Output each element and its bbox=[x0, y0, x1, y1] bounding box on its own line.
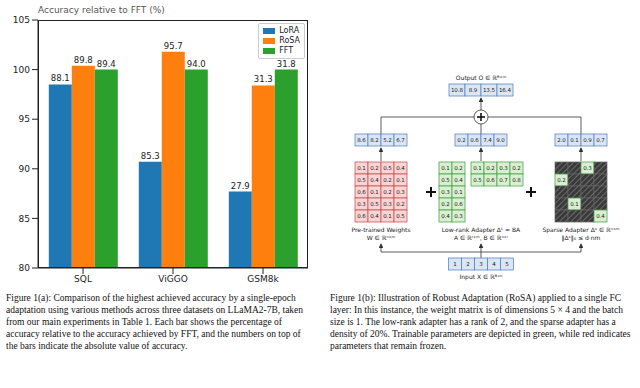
svg-text:ViGGO: ViGGO bbox=[158, 274, 188, 284]
svg-text:0.5: 0.5 bbox=[473, 177, 482, 183]
html-text:Figure 1(a): Comparison of the: Figure 1(a): Comparison of the highest a… bbox=[6, 293, 304, 351]
svg-text:0.5: 0.5 bbox=[383, 165, 392, 171]
svg-text:0.1: 0.1 bbox=[441, 165, 450, 171]
svg-text:0.1: 0.1 bbox=[383, 213, 392, 219]
svg-text:0.1: 0.1 bbox=[454, 189, 463, 195]
svg-text:0.3: 0.3 bbox=[583, 165, 592, 171]
html-text:RoSA: RoSA bbox=[279, 36, 300, 45]
svg-text:0.6: 0.6 bbox=[486, 177, 495, 183]
svg-text:W ∈ ℝⁿˣᵐ: W ∈ ℝⁿˣᵐ bbox=[367, 234, 396, 241]
svg-text:4: 4 bbox=[492, 261, 496, 267]
svg-text:0.2: 0.2 bbox=[557, 177, 566, 183]
svg-text:Output O ∈ ℝᴮˣᵐ: Output O ∈ ℝᴮˣᵐ bbox=[456, 74, 507, 82]
svg-text:0.2: 0.2 bbox=[441, 201, 450, 207]
svg-text:0.2: 0.2 bbox=[512, 165, 521, 171]
svg-text:0.5: 0.5 bbox=[441, 177, 450, 183]
svg-text:Pre-trained Weights: Pre-trained Weights bbox=[351, 226, 410, 234]
svg-text:0.2: 0.2 bbox=[454, 165, 463, 171]
svg-text:Low-rank Adapter Δᴸ = BA: Low-rank Adapter Δᴸ = BA bbox=[442, 226, 521, 234]
svg-text:0.6: 0.6 bbox=[454, 201, 463, 207]
svg-text:9.0: 9.0 bbox=[496, 137, 505, 143]
html-text:Figure 1(b): Illustration of R: Figure 1(b): Illustration of Robust Adap… bbox=[330, 293, 631, 351]
svg-text:0.2: 0.2 bbox=[457, 137, 466, 143]
svg-text:0.4: 0.4 bbox=[396, 165, 405, 171]
svg-text:GSM8k: GSM8k bbox=[247, 274, 279, 284]
svg-text:0.3: 0.3 bbox=[396, 189, 405, 195]
svg-text:10.8: 10.8 bbox=[451, 87, 464, 93]
svg-text:31.8: 31.8 bbox=[277, 59, 296, 69]
svg-text:0.1: 0.1 bbox=[570, 137, 579, 143]
svg-text:2.0: 2.0 bbox=[557, 137, 566, 143]
svg-text:85.3: 85.3 bbox=[141, 151, 160, 161]
svg-text:0.1: 0.1 bbox=[473, 165, 482, 171]
svg-text:8.2: 8.2 bbox=[370, 137, 379, 143]
svg-text:95: 95 bbox=[19, 114, 30, 124]
svg-text:0.9: 0.9 bbox=[583, 137, 592, 143]
svg-text:105: 105 bbox=[13, 15, 30, 25]
svg-text:1: 1 bbox=[453, 261, 457, 267]
svg-text:13.5: 13.5 bbox=[483, 87, 496, 93]
svg-text:94.0: 94.0 bbox=[187, 59, 206, 69]
svg-text:0.4: 0.4 bbox=[454, 177, 463, 183]
svg-text:0.3: 0.3 bbox=[383, 201, 392, 207]
svg-text:0.5: 0.5 bbox=[370, 201, 379, 207]
svg-text:0.6: 0.6 bbox=[357, 189, 366, 195]
svg-text:90: 90 bbox=[19, 164, 31, 174]
svg-text:0.8: 0.8 bbox=[512, 177, 521, 183]
svg-text:0.3: 0.3 bbox=[454, 213, 463, 219]
svg-text:5.2: 5.2 bbox=[383, 137, 392, 143]
svg-text:0.2: 0.2 bbox=[370, 165, 379, 171]
svg-text:88.1: 88.1 bbox=[51, 73, 70, 83]
svg-text:2: 2 bbox=[466, 261, 470, 267]
svg-text:0.2: 0.2 bbox=[383, 189, 392, 195]
svg-text:0.1: 0.1 bbox=[570, 201, 579, 207]
svg-text:0.2: 0.2 bbox=[486, 165, 495, 171]
svg-text:0.7: 0.7 bbox=[499, 177, 508, 183]
svg-text:85: 85 bbox=[19, 214, 30, 224]
svg-text:0.1: 0.1 bbox=[396, 177, 405, 183]
svg-text:0.6: 0.6 bbox=[470, 137, 479, 143]
svg-text:0.2: 0.2 bbox=[396, 201, 405, 207]
svg-text:0.1: 0.1 bbox=[370, 189, 379, 195]
html-text:Accuracy relative to FFT (%): Accuracy relative to FFT (%) bbox=[38, 5, 165, 15]
svg-text:0.4: 0.4 bbox=[441, 213, 450, 219]
svg-text:0.3: 0.3 bbox=[499, 165, 508, 171]
svg-text:16.4: 16.4 bbox=[499, 87, 512, 93]
svg-text:SQL: SQL bbox=[74, 274, 92, 284]
svg-text:5: 5 bbox=[505, 261, 509, 267]
svg-text:89.4: 89.4 bbox=[97, 59, 116, 69]
svg-text:95.7: 95.7 bbox=[164, 41, 183, 51]
svg-text:7.4: 7.4 bbox=[483, 137, 492, 143]
svg-text:0.1: 0.1 bbox=[357, 165, 366, 171]
svg-text:0.4: 0.4 bbox=[370, 177, 379, 183]
svg-text:31.3: 31.3 bbox=[254, 74, 273, 84]
svg-text:6.7: 6.7 bbox=[396, 137, 405, 143]
svg-text:0.2: 0.2 bbox=[383, 177, 392, 183]
svg-text:80: 80 bbox=[19, 263, 31, 273]
svg-text:100: 100 bbox=[13, 65, 30, 75]
svg-text:Input X ∈ ℝᴮˣⁿ: Input X ∈ ℝᴮˣⁿ bbox=[460, 273, 504, 281]
svg-text:8.6: 8.6 bbox=[357, 137, 366, 143]
svg-text:0.3: 0.3 bbox=[357, 201, 366, 207]
svg-text:0.5: 0.5 bbox=[396, 213, 405, 219]
svg-text:Sparse Adapter Δˢ ∈ ℝⁿˣᵐ: Sparse Adapter Δˢ ∈ ℝⁿˣᵐ bbox=[542, 226, 619, 234]
svg-text:0.5: 0.5 bbox=[357, 177, 366, 183]
svg-text:0.4: 0.4 bbox=[596, 213, 605, 219]
html-text:LoRA: LoRA bbox=[279, 26, 300, 35]
svg-text:89.8: 89.8 bbox=[74, 55, 93, 65]
svg-text:0.6: 0.6 bbox=[357, 213, 366, 219]
svg-text:A ∈ ℝʳˣᵐ, B ∈ ℝⁿˣʳ: A ∈ ℝʳˣᵐ, B ∈ ℝⁿˣʳ bbox=[454, 234, 509, 241]
svg-text:3: 3 bbox=[479, 261, 483, 267]
svg-text:27.9: 27.9 bbox=[231, 181, 250, 191]
svg-text:8.9: 8.9 bbox=[469, 87, 478, 93]
svg-text:‖Δˢ‖₀ ≤ d·nm: ‖Δˢ‖₀ ≤ d·nm bbox=[562, 234, 601, 242]
svg-text:0.3: 0.3 bbox=[441, 189, 450, 195]
svg-text:0.4: 0.4 bbox=[370, 213, 379, 219]
svg-text:0.7: 0.7 bbox=[596, 137, 605, 143]
html-text:FFT: FFT bbox=[279, 46, 294, 55]
